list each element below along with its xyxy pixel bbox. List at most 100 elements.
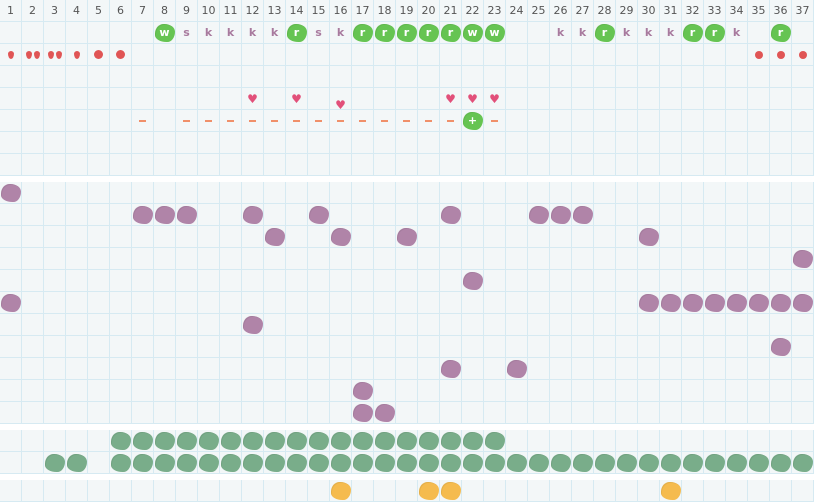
- grid-cell[interactable]: [220, 314, 242, 336]
- grid-cell[interactable]: [638, 132, 660, 154]
- grid-cell[interactable]: [396, 270, 418, 292]
- grid-cell[interactable]: [440, 314, 462, 336]
- symptom-marker[interactable]: [550, 205, 571, 224]
- grid-cell[interactable]: [484, 154, 506, 176]
- grid-cell[interactable]: [176, 226, 198, 248]
- grid-cell[interactable]: [528, 110, 550, 132]
- grid-cell[interactable]: [528, 22, 550, 44]
- grid-cell[interactable]: [418, 204, 440, 226]
- grid-cell[interactable]: r: [594, 22, 616, 44]
- green-marker[interactable]: [704, 453, 725, 472]
- grid-cell[interactable]: [242, 380, 264, 402]
- grid-cell[interactable]: [550, 182, 572, 204]
- grid-cell[interactable]: 11: [220, 0, 242, 22]
- grid-cell[interactable]: [352, 452, 374, 474]
- grid-cell[interactable]: [110, 22, 132, 44]
- grid-cell[interactable]: [22, 132, 44, 154]
- grid-cell[interactable]: [132, 336, 154, 358]
- grid-cell[interactable]: [308, 270, 330, 292]
- grid-cell[interactable]: [330, 226, 352, 248]
- grid-cell[interactable]: [374, 154, 396, 176]
- green-marker[interactable]: [484, 431, 505, 450]
- grid-cell[interactable]: [220, 154, 242, 176]
- grid-cell[interactable]: [484, 44, 506, 66]
- grid-cell[interactable]: [594, 248, 616, 270]
- grid-cell[interactable]: [660, 88, 682, 110]
- grid-cell[interactable]: [44, 336, 66, 358]
- grid-cell[interactable]: [506, 270, 528, 292]
- green-marker[interactable]: [660, 453, 681, 472]
- grid-cell[interactable]: [154, 182, 176, 204]
- green-marker[interactable]: [242, 453, 263, 472]
- grid-cell[interactable]: [0, 314, 22, 336]
- grid-cell[interactable]: [748, 430, 770, 452]
- grid-cell[interactable]: [484, 314, 506, 336]
- grid-cell[interactable]: [528, 430, 550, 452]
- grid-cell[interactable]: 12: [242, 0, 264, 22]
- grid-cell[interactable]: [440, 226, 462, 248]
- grid-cell[interactable]: [792, 292, 814, 314]
- grid-cell[interactable]: [352, 314, 374, 336]
- grid-cell[interactable]: [550, 480, 572, 502]
- grid-cell[interactable]: [220, 226, 242, 248]
- grid-cell[interactable]: [220, 110, 242, 132]
- grid-cell[interactable]: [154, 358, 176, 380]
- grid-cell[interactable]: 10: [198, 0, 220, 22]
- grid-cell[interactable]: [220, 88, 242, 110]
- grid-cell[interactable]: [198, 44, 220, 66]
- grid-cell[interactable]: [462, 292, 484, 314]
- grid-cell[interactable]: [110, 358, 132, 380]
- grid-cell[interactable]: [638, 452, 660, 474]
- grid-cell[interactable]: [176, 380, 198, 402]
- code-label[interactable]: s: [315, 26, 322, 39]
- green-marker[interactable]: [396, 453, 417, 472]
- grid-cell[interactable]: [242, 480, 264, 502]
- green-marker[interactable]: [110, 453, 131, 472]
- grid-cell[interactable]: [176, 182, 198, 204]
- grid-cell[interactable]: [374, 132, 396, 154]
- grid-cell[interactable]: [0, 358, 22, 380]
- grid-cell[interactable]: [550, 402, 572, 424]
- grid-cell[interactable]: [176, 132, 198, 154]
- grid-cell[interactable]: [66, 480, 88, 502]
- grid-cell[interactable]: [110, 314, 132, 336]
- grid-cell[interactable]: [242, 336, 264, 358]
- grid-cell[interactable]: [374, 430, 396, 452]
- grid-cell[interactable]: [22, 314, 44, 336]
- grid-cell[interactable]: [374, 66, 396, 88]
- grid-cell[interactable]: [286, 226, 308, 248]
- grid-cell[interactable]: [264, 380, 286, 402]
- grid-cell[interactable]: [616, 358, 638, 380]
- grid-cell[interactable]: [396, 248, 418, 270]
- grid-cell[interactable]: [286, 154, 308, 176]
- grid-cell[interactable]: [572, 44, 594, 66]
- grid-cell[interactable]: [594, 402, 616, 424]
- grid-cell[interactable]: [726, 226, 748, 248]
- grid-cell[interactable]: [506, 204, 528, 226]
- green-marker[interactable]: [726, 453, 747, 472]
- grid-cell[interactable]: k: [726, 22, 748, 44]
- symptom-marker[interactable]: [242, 205, 263, 224]
- grid-cell[interactable]: [396, 452, 418, 474]
- orange-marker[interactable]: [440, 481, 461, 500]
- grid-cell[interactable]: [242, 270, 264, 292]
- grid-cell[interactable]: [0, 44, 22, 66]
- grid-cell[interactable]: [264, 110, 286, 132]
- grid-cell[interactable]: [572, 110, 594, 132]
- grid-cell[interactable]: [748, 22, 770, 44]
- symptom-marker[interactable]: [792, 249, 813, 268]
- grid-cell[interactable]: [638, 110, 660, 132]
- green-marker[interactable]: [308, 453, 329, 472]
- green-marker[interactable]: [176, 453, 197, 472]
- grid-cell[interactable]: [770, 270, 792, 292]
- grid-cell[interactable]: [396, 292, 418, 314]
- symptom-marker[interactable]: [374, 403, 395, 422]
- grid-cell[interactable]: [594, 182, 616, 204]
- grid-cell[interactable]: [748, 204, 770, 226]
- grid-cell[interactable]: [352, 270, 374, 292]
- grid-cell[interactable]: [506, 292, 528, 314]
- grid-cell[interactable]: [748, 402, 770, 424]
- grid-cell[interactable]: [66, 110, 88, 132]
- grid-cell[interactable]: [528, 402, 550, 424]
- grid-cell[interactable]: [330, 248, 352, 270]
